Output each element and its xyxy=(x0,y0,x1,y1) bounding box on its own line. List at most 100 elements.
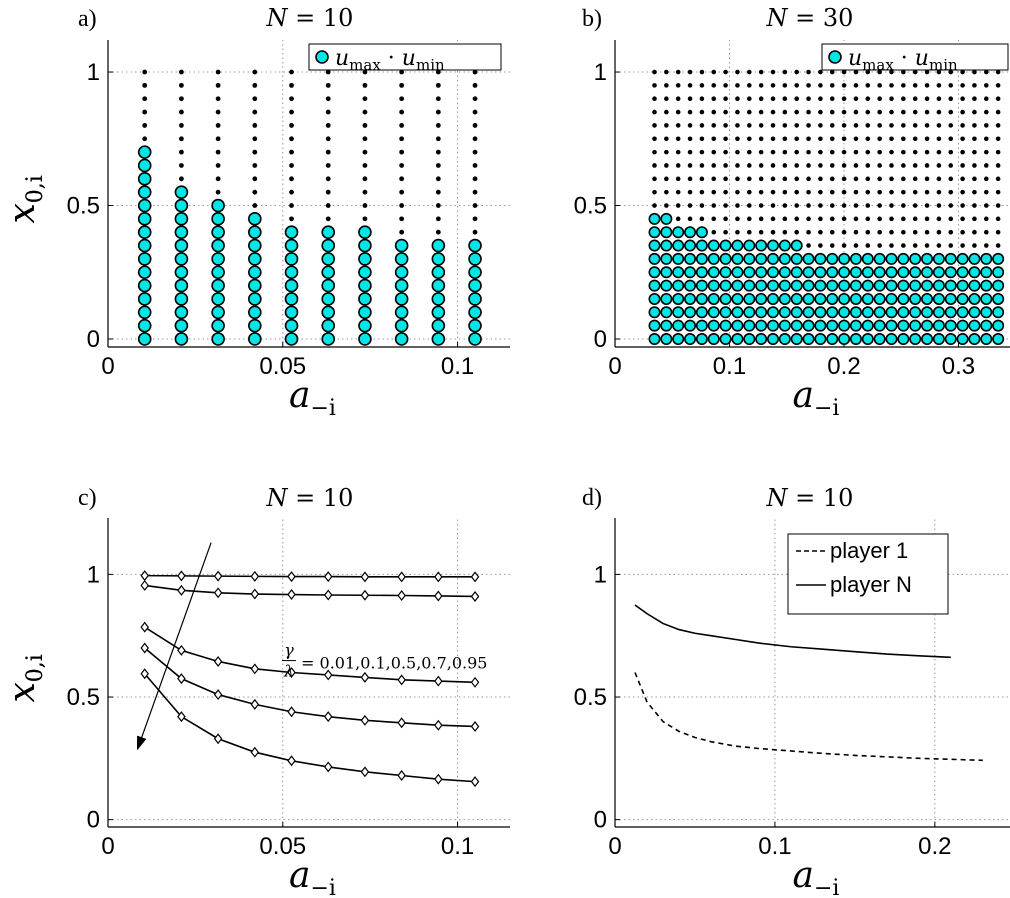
umin-point xyxy=(794,123,799,128)
umax-point xyxy=(695,306,708,319)
umax-point xyxy=(944,266,957,279)
diamond-marker xyxy=(250,588,260,600)
umin-point xyxy=(841,189,847,195)
umin-point xyxy=(179,176,184,182)
umin-point xyxy=(472,163,478,168)
umax-point xyxy=(648,279,661,292)
umin-point xyxy=(652,176,657,182)
umin-point xyxy=(362,163,368,168)
umin-point xyxy=(735,123,740,128)
series-line-3 xyxy=(144,626,476,684)
umin-point xyxy=(325,189,331,195)
umin-point xyxy=(675,149,681,155)
series-line-1 xyxy=(144,574,476,578)
umax-point xyxy=(814,292,827,305)
umax-point xyxy=(284,238,299,253)
umax-point xyxy=(174,278,189,293)
umin-point xyxy=(711,136,717,142)
umax-point xyxy=(932,266,945,279)
umin-point xyxy=(747,123,752,128)
umax-point xyxy=(802,266,815,279)
umin-point xyxy=(699,69,705,75)
umin-point xyxy=(912,149,918,155)
umin-point xyxy=(960,136,965,142)
umin-point xyxy=(853,229,859,235)
umin-point xyxy=(901,229,906,235)
umin-point xyxy=(664,123,669,128)
umax-point xyxy=(707,266,720,279)
umax-point xyxy=(358,225,372,240)
umax-point xyxy=(137,158,152,173)
umax-point xyxy=(944,292,957,305)
umin-point xyxy=(472,229,478,235)
umax-point xyxy=(394,305,409,320)
umin-point xyxy=(960,229,965,235)
umin-point xyxy=(865,136,871,142)
diamond-marker xyxy=(177,570,186,582)
umin-point xyxy=(399,229,405,235)
umin-point xyxy=(972,123,977,128)
umax-point xyxy=(648,306,661,319)
umax-point xyxy=(719,279,732,292)
umin-point xyxy=(818,189,823,195)
umin-point xyxy=(711,176,717,182)
umin-point xyxy=(142,96,148,102)
umin-point xyxy=(995,136,1001,142)
umax-point xyxy=(992,252,1005,265)
legend-umax-marker xyxy=(315,50,329,64)
umin-point xyxy=(735,176,740,182)
umin-point xyxy=(853,216,859,222)
umin-point xyxy=(960,109,965,115)
umin-point xyxy=(664,149,669,155)
umin-point xyxy=(215,82,221,88)
diamond-marker xyxy=(177,644,186,656)
diamond-marker xyxy=(360,766,370,778)
diamond-marker xyxy=(287,571,296,583)
umax-point xyxy=(743,319,756,332)
umin-point xyxy=(972,243,977,248)
umin-point xyxy=(735,163,740,168)
umax-point xyxy=(873,306,886,319)
umin-point xyxy=(770,229,776,235)
umin-point xyxy=(215,109,221,115)
umax-point xyxy=(174,198,189,213)
umin-point xyxy=(325,176,331,182)
umax-point xyxy=(174,318,189,333)
umax-point xyxy=(790,279,803,292)
panel-a: 0 0.05 0.1 0 0.5 1 a) N = 10 a−i x0,i umax · umin xyxy=(2,4,510,421)
umin-point xyxy=(912,203,918,208)
umin-point xyxy=(723,203,728,208)
umin-point xyxy=(782,229,788,235)
umax-point xyxy=(672,279,685,292)
umax-point xyxy=(944,252,957,265)
umax-point xyxy=(980,319,993,332)
umin-point xyxy=(675,96,681,102)
umin-point xyxy=(252,69,258,75)
umax-point xyxy=(684,319,697,332)
umin-point xyxy=(758,189,764,195)
umin-point xyxy=(325,109,331,115)
y-tick-label: 1 xyxy=(87,561,100,588)
umin-point xyxy=(687,149,693,155)
umax-point xyxy=(707,292,720,305)
umin-point xyxy=(841,69,847,75)
umax-point xyxy=(684,306,697,319)
umax-point xyxy=(956,292,969,305)
umin-point xyxy=(948,216,954,222)
y-tick-label: 1 xyxy=(594,59,607,86)
umin-point xyxy=(960,69,965,75)
umin-point xyxy=(853,69,859,75)
umin-point xyxy=(664,189,669,195)
umin-point xyxy=(912,83,918,88)
umin-point xyxy=(889,203,894,208)
diamond-marker xyxy=(250,746,260,758)
umin-point xyxy=(924,176,930,182)
umin-point xyxy=(472,69,478,75)
umax-point xyxy=(944,319,957,332)
umin-point xyxy=(889,109,894,115)
umax-point xyxy=(968,292,981,305)
umin-point xyxy=(960,149,965,155)
series-line-player-1 xyxy=(634,672,983,762)
panel-c: 0 0.05 0.1 0 0.5 1 c) N = 10 a−i x0,i γλ = 0.01,0.1… xyxy=(2,484,510,898)
diamond-marker xyxy=(287,706,296,718)
